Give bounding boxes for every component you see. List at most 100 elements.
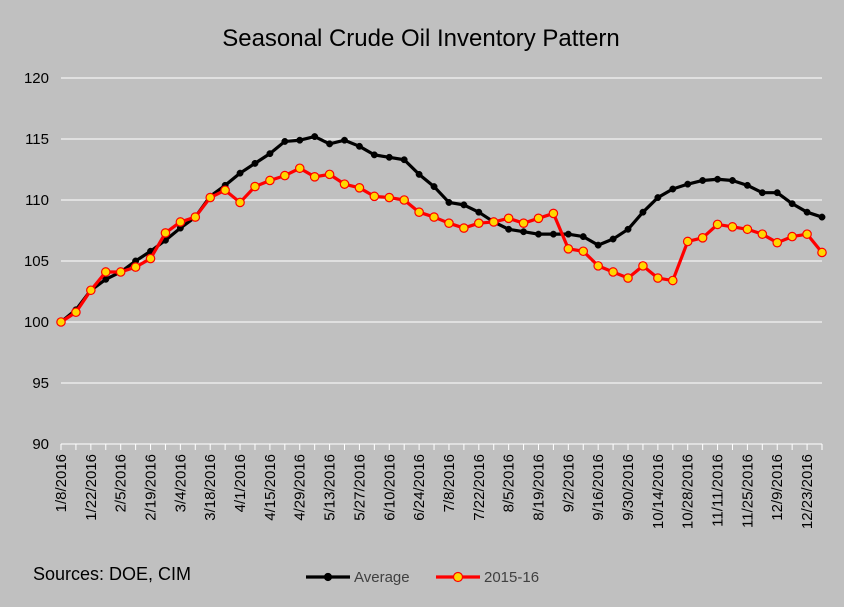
data-point bbox=[503, 213, 514, 224]
data-point bbox=[265, 175, 275, 186]
data-point bbox=[742, 224, 753, 235]
y-tick-label: 120 bbox=[24, 70, 49, 87]
gridlines bbox=[61, 77, 822, 384]
x-tick-label: 4/1/2016 bbox=[232, 454, 249, 512]
y-tick-label: 100 bbox=[24, 314, 49, 331]
x-tick-label: 3/4/2016 bbox=[172, 454, 189, 512]
x-axis-ticks: 1/8/2016 1/22/2016 2/5/2016 2/19/2016 3/4/20… bbox=[53, 454, 816, 529]
y-tick-label: 105 bbox=[24, 253, 49, 270]
data-point bbox=[294, 163, 305, 174]
x-tick-label: 1/22/2016 bbox=[83, 454, 100, 521]
data-point bbox=[459, 223, 469, 233]
legend: Average 2015-16 bbox=[306, 569, 539, 586]
x-tick-label: 4/15/2016 bbox=[262, 454, 279, 521]
legend-item: 2015-16 bbox=[436, 569, 539, 586]
data-point bbox=[699, 177, 707, 184]
data-point bbox=[535, 230, 542, 238]
data-point bbox=[220, 185, 230, 196]
data-point bbox=[444, 218, 454, 228]
data-point bbox=[115, 267, 126, 277]
data-point bbox=[758, 189, 766, 197]
data-point bbox=[250, 181, 260, 192]
chart-title: Seasonal Crude Oil Inventory Pattern bbox=[222, 25, 620, 52]
data-point bbox=[384, 192, 395, 203]
data-point bbox=[697, 233, 708, 243]
y-axis-ticks: 90 95 100 105 110 115 120 bbox=[24, 70, 49, 453]
data-point bbox=[370, 151, 378, 159]
y-tick-label: 110 bbox=[25, 192, 49, 209]
data-point bbox=[743, 181, 751, 189]
data-point bbox=[593, 261, 603, 271]
data-point bbox=[563, 244, 574, 254]
data-point bbox=[341, 136, 348, 144]
data-point bbox=[788, 200, 796, 208]
x-tick-label: 7/22/2016 bbox=[471, 454, 488, 521]
data-point bbox=[624, 225, 632, 233]
data-point bbox=[71, 307, 81, 318]
x-tick-label: 11/11/2016 bbox=[710, 454, 727, 527]
x-tick-label: 8/19/2016 bbox=[530, 454, 547, 521]
data-point bbox=[369, 191, 380, 202]
legend-label: Average bbox=[354, 569, 410, 586]
data-point bbox=[145, 253, 156, 264]
legend-item: Average bbox=[306, 569, 410, 586]
x-tick-label: 1/8/2016 bbox=[53, 454, 70, 512]
data-point bbox=[548, 208, 559, 219]
series-line bbox=[59, 134, 823, 324]
data-point bbox=[309, 172, 320, 182]
data-point bbox=[324, 169, 335, 180]
data-point bbox=[56, 317, 66, 327]
data-point bbox=[414, 207, 424, 217]
data-point bbox=[714, 175, 721, 183]
data-point bbox=[533, 213, 544, 224]
data-point bbox=[429, 212, 439, 222]
data-point bbox=[86, 285, 96, 296]
x-tick-label: 2/5/2016 bbox=[113, 454, 130, 512]
data-point bbox=[175, 217, 186, 227]
legend-swatch-marker bbox=[323, 572, 333, 582]
data-point bbox=[266, 150, 274, 158]
x-tick-label: 6/24/2016 bbox=[411, 454, 428, 521]
data-point bbox=[460, 201, 468, 209]
data-point bbox=[355, 142, 363, 150]
data-point bbox=[727, 222, 738, 232]
series-2015-16 bbox=[56, 163, 827, 327]
data-point bbox=[653, 273, 663, 283]
data-point bbox=[608, 267, 618, 277]
x-tick-label: 3/18/2016 bbox=[202, 454, 219, 521]
x-tick-label: 8/5/2016 bbox=[501, 454, 518, 512]
y-tick-label: 95 bbox=[32, 375, 49, 392]
legend-label: 2015-16 bbox=[484, 569, 539, 586]
data-point bbox=[564, 230, 572, 238]
data-point bbox=[205, 192, 216, 203]
data-point bbox=[445, 198, 453, 206]
data-point bbox=[787, 231, 797, 242]
x-tick-label: 11/25/2016 bbox=[739, 454, 756, 528]
x-tick-label: 10/14/2016 bbox=[650, 454, 667, 529]
data-point bbox=[251, 159, 259, 167]
data-point bbox=[669, 185, 677, 193]
x-tick-label: 10/28/2016 bbox=[680, 454, 697, 529]
x-tick-label: 7/8/2016 bbox=[441, 454, 458, 512]
data-point bbox=[160, 228, 171, 238]
data-point bbox=[400, 156, 408, 164]
data-point bbox=[579, 233, 587, 241]
data-point bbox=[729, 177, 736, 184]
data-point bbox=[190, 212, 201, 222]
x-tick-label: 9/16/2016 bbox=[590, 454, 607, 521]
x-tick-label: 2/19/2016 bbox=[143, 454, 160, 521]
data-point bbox=[280, 170, 290, 181]
x-tick-label: 9/2/2016 bbox=[560, 454, 577, 512]
data-point bbox=[773, 189, 781, 197]
data-point bbox=[818, 213, 826, 221]
data-point bbox=[712, 219, 723, 230]
x-tick-label: 9/30/2016 bbox=[620, 454, 637, 521]
x-tick-label: 5/13/2016 bbox=[322, 454, 339, 521]
data-point bbox=[654, 194, 662, 202]
data-point bbox=[130, 262, 141, 272]
data-point bbox=[520, 228, 528, 236]
data-point bbox=[594, 241, 602, 249]
legend-swatch-marker bbox=[452, 571, 464, 583]
